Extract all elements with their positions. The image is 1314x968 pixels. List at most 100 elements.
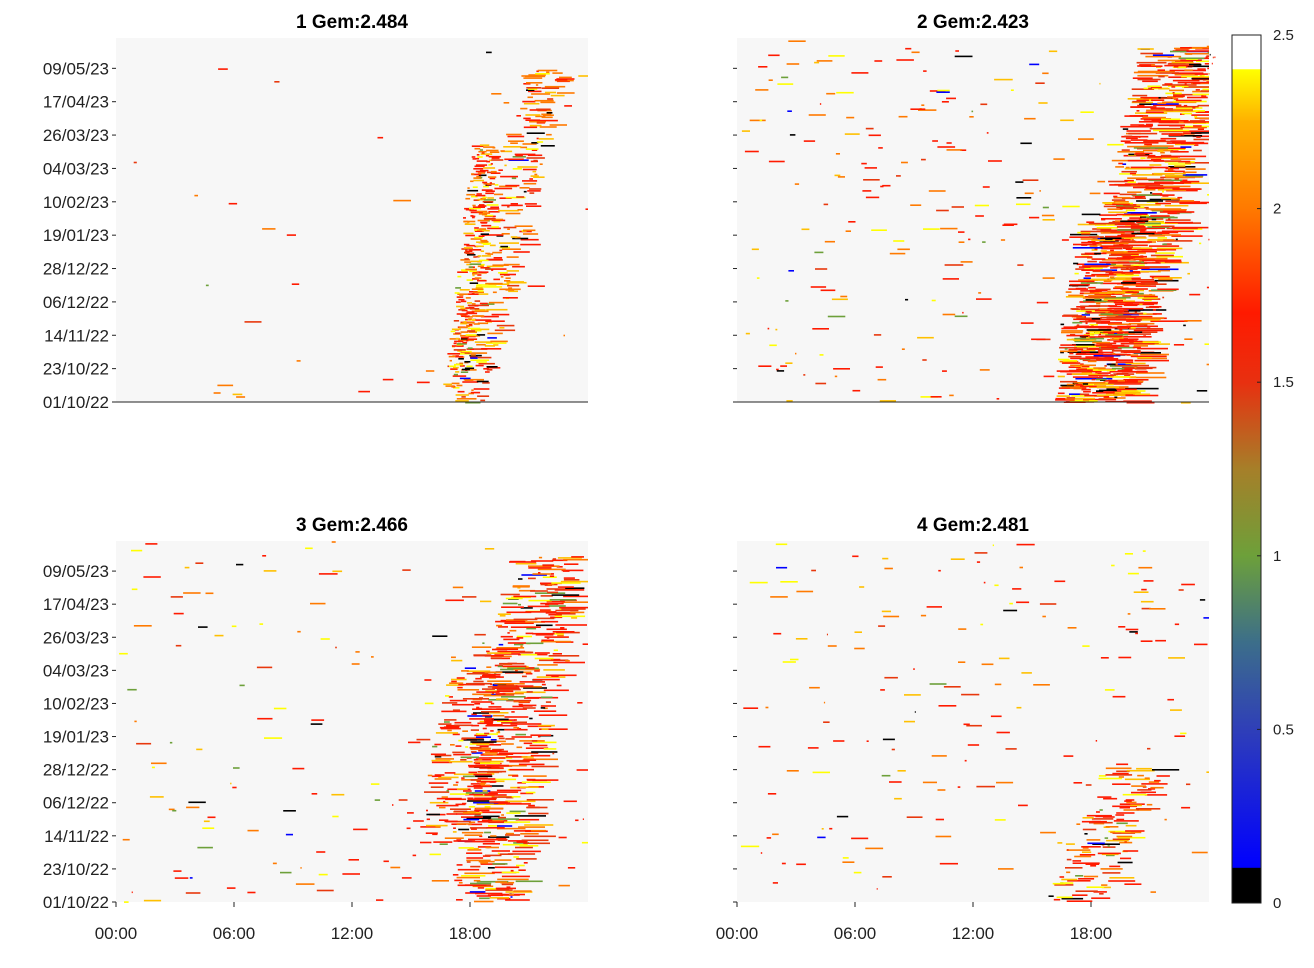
- panel-2-segment: [1081, 314, 1090, 316]
- panel-1-segment: [505, 184, 520, 187]
- panel-3-segment: [456, 899, 463, 901]
- panel-3-segment: [463, 818, 480, 821]
- panel-4-segment: [1061, 897, 1084, 900]
- panel-4-segment: [1125, 830, 1145, 832]
- panel-2-segment: [1124, 212, 1157, 214]
- panel-2-noise-segment: [1142, 221, 1146, 224]
- panel-2-noise-segment: [759, 119, 763, 122]
- panel-1-segment: [475, 364, 484, 367]
- panel-2-segment: [1092, 244, 1102, 246]
- panel-1-segment: [491, 313, 510, 316]
- panel-3-segment: [491, 850, 510, 852]
- panel-2-segment: [1146, 145, 1174, 147]
- panel-4-segment: [1054, 884, 1074, 886]
- panel-2-segment: [1192, 93, 1209, 96]
- panel-2-segment: [1075, 365, 1090, 368]
- panel-2-segment: [1083, 277, 1091, 279]
- panel-2-noise-segment: [962, 311, 964, 314]
- panel-3-segment: [429, 801, 449, 804]
- panel-2-noise-segment: [1180, 402, 1191, 404]
- panel-3-noise-segment: [376, 899, 384, 901]
- panel-4-noise-segment: [1054, 580, 1066, 583]
- panel-3-noise-segment: [134, 720, 137, 723]
- panel-3-segment: [545, 674, 577, 677]
- panel-2-segment: [1117, 325, 1129, 328]
- panel-2-noise-segment: [923, 70, 927, 72]
- panel-2-noise-segment: [1208, 238, 1210, 241]
- panel-1-segment: [452, 355, 456, 357]
- panel-3-segment: [461, 816, 483, 818]
- panel-2-segment: [1202, 88, 1209, 91]
- panel-1-segment: [472, 206, 485, 208]
- panel-1-noise-segment: [262, 228, 276, 230]
- panel-4-segment: [1118, 626, 1126, 628]
- panel-2-segment: [1149, 275, 1170, 278]
- panel-2-segment: [1069, 387, 1082, 389]
- panel-3-noise-segment: [431, 880, 449, 882]
- panel-2-segment: [1121, 283, 1131, 285]
- panel-3-noise-segment: [351, 663, 360, 665]
- panel-4-x-axis: 00:00 06:00 12:00 18:00: [716, 902, 1112, 943]
- panel-3-segment: [548, 605, 566, 607]
- panel-1-plot-area: [116, 38, 588, 402]
- panel-4-segment: [1113, 820, 1139, 822]
- panel-3-noise-segment: [513, 830, 531, 832]
- panel-3-segment: [474, 900, 494, 903]
- panel-3-noise-segment: [543, 748, 557, 750]
- panel-4-segment: [1100, 868, 1123, 870]
- panel-3-noise-segment: [264, 737, 283, 739]
- panel-2-segment: [1066, 334, 1090, 337]
- panel-2-segment: [1105, 238, 1113, 241]
- panel-2-segment: [1200, 90, 1209, 92]
- panel-2-noise-segment: [848, 221, 856, 223]
- panel-2-noise-segment: [936, 91, 950, 93]
- panel-3-segment: [541, 639, 554, 642]
- panel-3-segment: [474, 815, 500, 818]
- panel-3-segment: [488, 825, 501, 827]
- panel-3-segment: [475, 892, 503, 895]
- panel-4-noise-segment: [1005, 748, 1017, 750]
- panel-2-segment: [1162, 187, 1180, 189]
- panel-3-segment: [456, 876, 480, 879]
- panel-2-segment: [1124, 142, 1159, 144]
- panel-1-segment: [483, 183, 490, 185]
- panel-2-noise-segment: [768, 79, 773, 81]
- panel-3-segment: [530, 590, 548, 592]
- panel-1-segment: [481, 242, 491, 245]
- panel-1-segment: [469, 282, 479, 284]
- panel-2-segment: [1102, 202, 1116, 204]
- panel-2-segment: [1122, 214, 1149, 217]
- panel-2-segment: [1207, 67, 1209, 70]
- panel-2-segment: [1124, 179, 1134, 182]
- panel-2-segment: [1097, 350, 1103, 352]
- panel-3-segment: [526, 806, 548, 809]
- panel-2-segment: [1149, 166, 1186, 169]
- panel-2-segment: [1165, 200, 1181, 202]
- panel-2-segment: [1095, 288, 1111, 291]
- panel-2-segment: [1114, 391, 1141, 394]
- panel-2-noise-segment: [862, 190, 872, 192]
- panel-1-segment: [515, 154, 523, 157]
- panel-2-segment: [1172, 92, 1175, 94]
- panel-3-segment: [492, 748, 504, 751]
- panel-3-segment: [439, 806, 446, 809]
- panel-2-noise-segment: [921, 158, 926, 161]
- panel-3-segment: [486, 724, 503, 726]
- panel-2-segment: [1127, 256, 1135, 259]
- panel-3-segment: [452, 703, 475, 706]
- panel-2-segment: [1110, 231, 1135, 233]
- panel-3-segment: [473, 787, 483, 789]
- ytick-label: 28/12/22: [43, 761, 109, 780]
- panel-2-noise-segment: [1081, 213, 1101, 216]
- panel-2-segment: [1130, 124, 1145, 126]
- panel-1-segment: [528, 74, 546, 76]
- panel-4-noise-segment: [1065, 843, 1075, 845]
- panel-1-segment: [478, 259, 489, 262]
- panel-1-segment: [472, 186, 478, 188]
- panel-2-segment: [1146, 259, 1182, 262]
- panel-2-segment: [1195, 89, 1200, 91]
- panel-3-segment: [434, 778, 452, 780]
- panel-4-noise-segment: [961, 693, 980, 696]
- panel-2-segment: [1173, 93, 1204, 96]
- panel-3-segment: [490, 657, 502, 659]
